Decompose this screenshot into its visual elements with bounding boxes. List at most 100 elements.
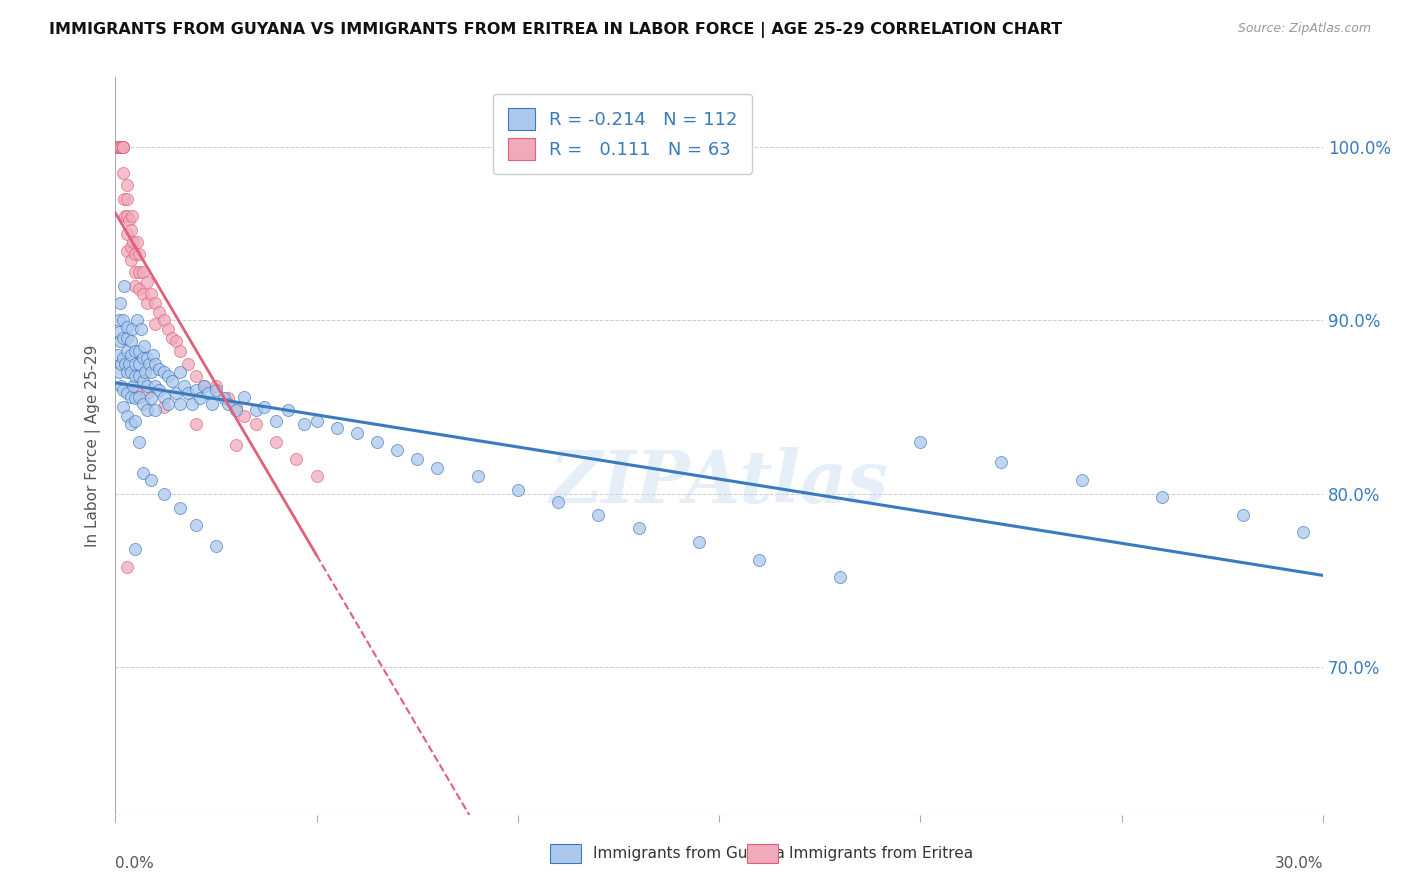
Point (112, 166, 135, 180)
Point (184, 417, 207, 432)
Y-axis label: In Labor Force | Age 25-29: In Labor Force | Age 25-29 (86, 345, 101, 547)
Point (127, 235, 149, 250)
Point (122, 235, 145, 250)
Point (184, 383, 207, 397)
Point (141, 287, 163, 301)
Point (108, 326, 131, 340)
Point (124, 414, 146, 428)
Point (305, 469, 328, 483)
Point (108, 140, 131, 154)
Point (152, 313, 174, 327)
Point (128, 357, 150, 371)
Point (124, 247, 146, 261)
Point (145, 379, 167, 393)
Point (1070, 473, 1092, 487)
Point (152, 365, 174, 379)
Point (124, 383, 146, 397)
Point (132, 265, 155, 279)
Point (120, 223, 142, 237)
Point (385, 443, 408, 458)
Point (108, 313, 131, 327)
Point (124, 265, 146, 279)
Point (136, 379, 159, 393)
Point (120, 390, 142, 404)
Point (118, 357, 141, 371)
Point (346, 425, 368, 440)
Point (426, 460, 449, 475)
Point (285, 452, 308, 467)
Point (148, 361, 170, 376)
Point (112, 383, 135, 397)
Point (118, 212, 141, 227)
Point (124, 357, 146, 371)
Point (131, 322, 153, 336)
Point (688, 535, 710, 549)
Point (136, 386, 159, 401)
Text: IMMIGRANTS FROM GUYANA VS IMMIGRANTS FROM ERITREA IN LABOR FORCE | AGE 25-29 COR: IMMIGRANTS FROM GUYANA VS IMMIGRANTS FRO… (49, 22, 1063, 38)
Point (156, 368, 179, 383)
Point (506, 483, 529, 498)
Point (156, 396, 179, 410)
Point (112, 140, 135, 154)
Point (188, 392, 211, 406)
Point (406, 452, 429, 467)
Point (547, 495, 569, 509)
Point (169, 396, 191, 410)
Point (117, 330, 139, 344)
Point (112, 313, 135, 327)
Point (120, 365, 142, 379)
Point (134, 365, 156, 379)
Point (121, 322, 143, 336)
Point (132, 396, 155, 410)
Point (120, 334, 142, 348)
Point (120, 252, 142, 267)
Point (128, 368, 150, 383)
Point (141, 473, 163, 487)
Point (128, 344, 150, 359)
Point (122, 379, 145, 393)
Point (748, 552, 770, 566)
Point (152, 486, 174, 500)
Point (107, 348, 129, 362)
Point (112, 140, 135, 154)
Point (108, 365, 131, 379)
Point (128, 390, 150, 404)
Point (184, 368, 207, 383)
Point (117, 227, 139, 241)
Point (117, 209, 139, 223)
Point (193, 379, 215, 393)
Point (828, 570, 851, 584)
Point (128, 265, 150, 279)
Legend: R = -0.214   N = 112, R =   0.111   N = 63: R = -0.214 N = 112, R = 0.111 N = 63 (494, 94, 752, 174)
Text: 0.0%: 0.0% (115, 856, 153, 871)
Point (156, 322, 179, 336)
Point (233, 409, 256, 423)
Point (1152, 490, 1174, 504)
Point (124, 368, 146, 383)
Point (145, 357, 167, 371)
Point (152, 390, 174, 404)
Point (225, 400, 247, 414)
Text: Source: ZipAtlas.com: Source: ZipAtlas.com (1237, 22, 1371, 36)
Point (120, 417, 142, 432)
Point (165, 386, 187, 401)
Point (117, 559, 139, 574)
Point (233, 390, 256, 404)
Point (173, 379, 195, 393)
Point (136, 296, 159, 310)
Point (136, 275, 159, 289)
Point (169, 500, 191, 515)
Point (120, 348, 142, 362)
Point (124, 542, 146, 557)
Point (108, 140, 131, 154)
Point (325, 421, 347, 435)
Point (245, 403, 267, 417)
Point (1292, 524, 1315, 539)
Point (225, 403, 247, 417)
Point (124, 392, 146, 406)
Point (212, 392, 235, 406)
Text: Immigrants from Eritrea: Immigrants from Eritrea (789, 847, 973, 861)
Point (128, 282, 150, 296)
Point (110, 379, 132, 393)
Point (110, 334, 132, 348)
